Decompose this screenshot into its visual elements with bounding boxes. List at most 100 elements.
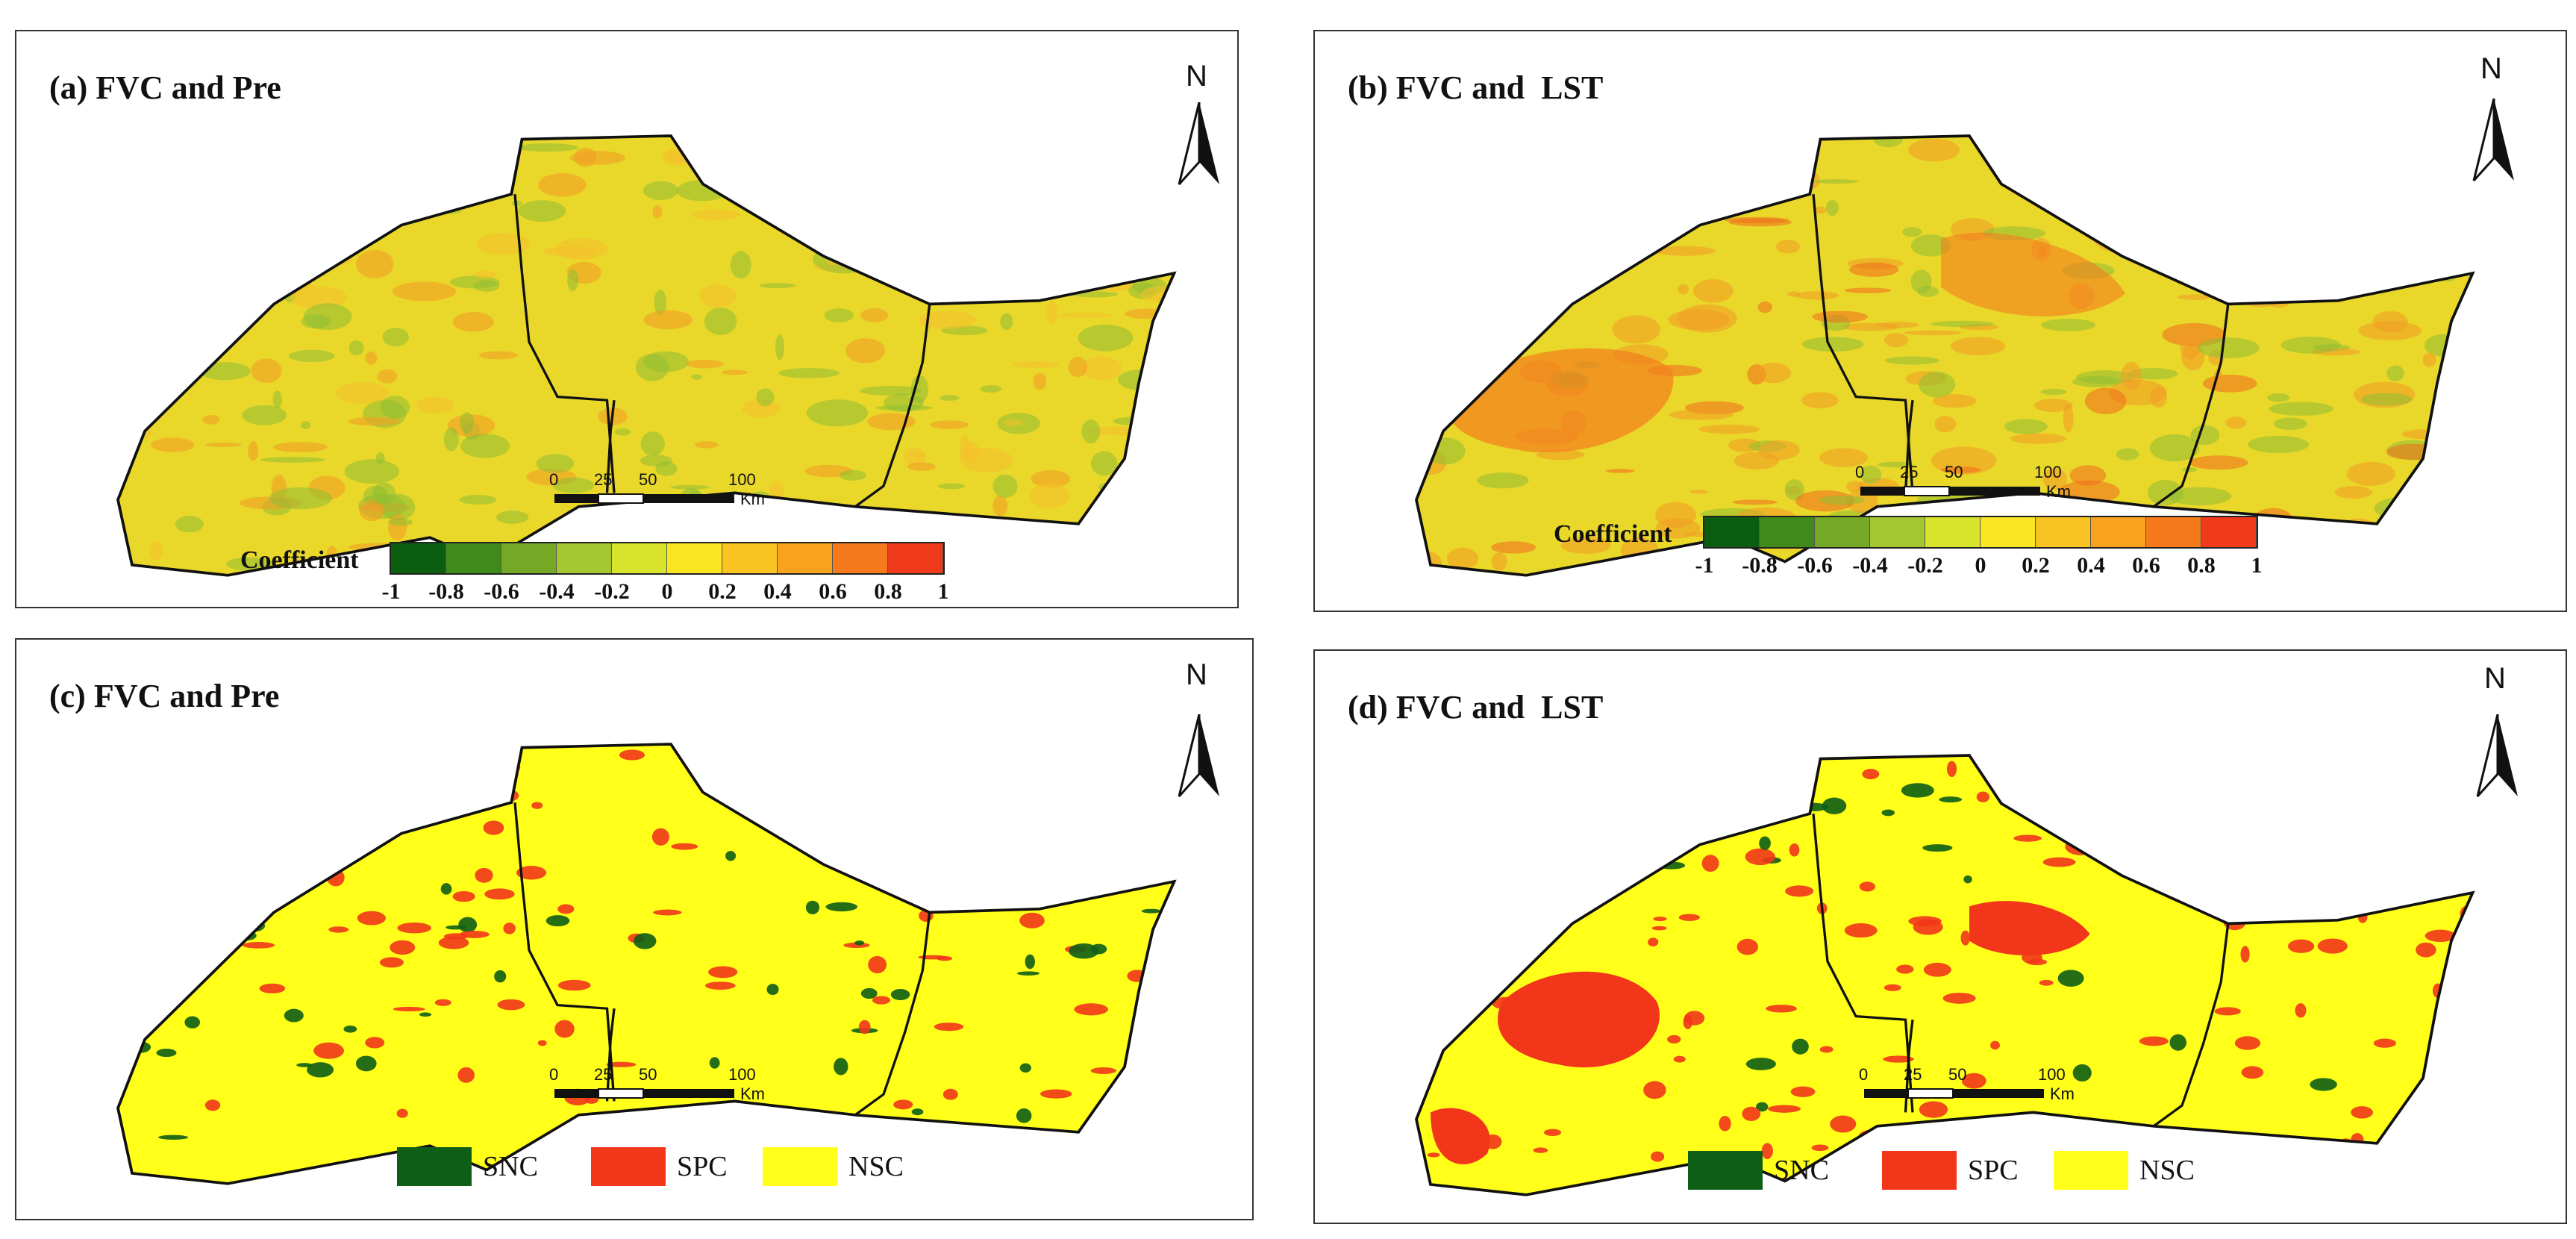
color-ramp [1703,516,2258,549]
north-label: N [2484,662,2506,695]
scale-tick-label: 25 [594,470,613,489]
color-ramp-cell [2091,517,2146,547]
north-arrow-icon [2472,99,2514,182]
boundary-outline [116,743,1177,1185]
color-ramp-cell [2201,517,2257,547]
legend-tick-label: -0.2 [1907,553,1943,578]
legend-tick-label: -0.8 [1742,553,1778,578]
north-arrow-icon [1178,714,1219,798]
north-label: N [1186,658,1207,691]
legend-tick-label: 0 [1975,553,1986,578]
legend-tick-label: 0.4 [2077,553,2105,578]
legend-tick-label: -0.2 [594,579,630,604]
county-boundary [513,194,616,493]
legend-title: Coefficient [1554,520,1672,548]
panel-c: (c) FVC and Pre N 0 25 50 100 Km SNC SPC NSC [15,638,1254,1220]
color-ramp-cell [391,543,446,573]
legend-swatch-snc [1688,1151,1763,1190]
legend-tick-label: -1 [1695,553,1714,578]
scale-tick-label: 0 [1859,1065,1869,1084]
legend-tick-label: -0.6 [1797,553,1833,578]
scale-tick-label: 25 [1900,463,1919,481]
county-boundary [1812,814,1914,1113]
legend-tick-label: 0.4 [763,579,792,604]
color-ramp-cell [1981,517,2036,547]
panel-title: (b) FVC and LST [1348,69,1604,106]
color-ramp-cell [2146,517,2201,547]
legend-tick-label: -0.4 [1852,553,1888,578]
legend-tick-label: 0.2 [708,579,737,604]
north-arrow-icon [1178,102,1219,186]
color-ramp [390,542,945,575]
county-boundary [605,1008,616,1102]
scale-tick-label: 100 [728,470,756,489]
scale-bar-graphic [554,1088,734,1099]
legend-tick-label: 1 [2251,553,2263,578]
legend-tick-label: 0.8 [2187,553,2216,578]
scale-tick-label: 50 [1948,1065,1967,1084]
boundary-outline [1415,134,2475,577]
scale-tick-label: 100 [2038,1065,2066,1084]
legend-label-snc: SNC [1774,1155,1829,1186]
scale-tick-label: 100 [2034,463,2062,481]
county-boundary [605,400,616,493]
legend-swatch-spc [591,1147,666,1186]
legend-tick-label: 0.8 [874,579,902,604]
map-b [1415,134,2475,577]
legend-tick-label: -0.6 [484,579,519,604]
scale-tick-label: 0 [1855,463,1865,481]
color-ramp-cell [557,543,612,573]
county-boundary [1812,194,1914,493]
legend-tick-label: 0 [661,579,673,604]
legend-tick-label: 0.6 [2132,553,2160,578]
legend-label-nsc: NSC [2139,1155,2195,1186]
legend-title: Coefficient [240,546,359,574]
color-ramp-cell [1704,517,1760,547]
north-label: N [1186,60,1207,93]
map-d [1415,754,2475,1196]
color-ramp-cell [1925,517,1981,547]
scale-tick-label: 50 [1945,463,1963,481]
scale-tick-label: 50 [639,1065,657,1084]
legend-swatch-snc [397,1147,472,1186]
legend-label-spc: SPC [677,1151,728,1182]
panel-a: (a) FVC and Pre N 0 25 50 100 Km Coefficient… [15,30,1239,608]
color-ramp-cell [446,543,501,573]
color-ramp-cell [833,543,888,573]
color-ramp-cell [1760,517,1815,547]
scale-tick-label: 25 [1904,1065,1922,1084]
legend-tick-label: -0.8 [428,579,464,604]
legend-tick-label: -0.4 [539,579,575,604]
county-boundary [854,912,931,1117]
north-label: N [2480,52,2502,85]
legend-tick-label: 1 [937,579,949,604]
panel-title: (c) FVC and Pre [49,678,280,714]
scale-bar-graphic [1860,486,2040,496]
scale-unit: Km [740,490,765,508]
panel-b: (b) FVC and LST N 0 25 50 100 Km Coefficient… [1313,30,2567,612]
map-a [116,134,1177,577]
legend-label-snc: SNC [483,1151,538,1182]
legend-tick-label: -1 [381,579,401,604]
county-boundary [2153,304,2230,508]
scale-tick-label: 0 [549,470,559,489]
scale-bar-graphic [554,493,734,504]
scale-unit: Km [740,1084,765,1103]
color-ramp-cell [778,543,833,573]
color-ramp-cell [2036,517,2091,547]
legend-tick-label: 0.6 [819,579,847,604]
color-ramp-cell [1815,517,1870,547]
color-ramp-cell [888,543,943,573]
county-boundary [1904,400,1914,493]
panel-title: (d) FVC and LST [1348,689,1604,725]
county-boundary [2153,923,2230,1128]
legend-label-spc: SPC [1968,1155,2019,1186]
color-ramp-cell [501,543,557,573]
scale-tick-label: 50 [639,470,657,489]
legend-label-nsc: NSC [848,1151,904,1182]
scale-tick-label: 100 [728,1065,756,1084]
study-area [118,744,1175,1184]
color-ramp-cell [1870,517,1925,547]
map-c [116,743,1177,1185]
scale-tick-label: 25 [594,1065,613,1084]
